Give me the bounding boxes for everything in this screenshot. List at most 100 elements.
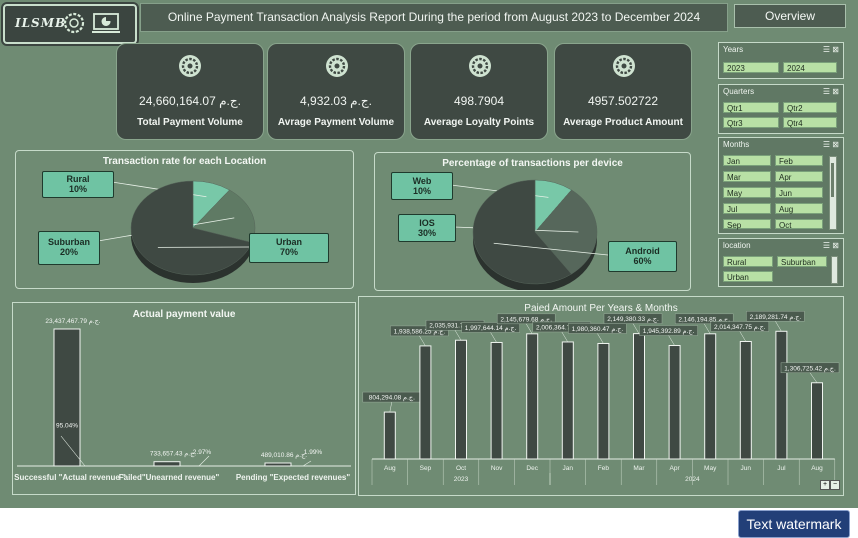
callout-category: Urban	[275, 237, 302, 247]
slicer-item-may[interactable]: May	[723, 187, 771, 198]
bar-label-box	[603, 313, 663, 324]
chart-title: Transaction rate for each Location	[102, 156, 267, 167]
bar[interactable]	[704, 333, 717, 460]
month-tick-label: Mar	[633, 465, 645, 472]
bar-label-box	[461, 322, 520, 333]
slicer-item-urban[interactable]: Urban	[723, 271, 773, 282]
month-tick-label: Jan	[563, 465, 574, 472]
year-group-label: 2023	[454, 476, 469, 483]
bar[interactable]	[490, 341, 503, 460]
month-tick-label: Dec	[526, 465, 538, 472]
month-tick-label: Apr	[670, 465, 681, 472]
slicer-item-2023[interactable]: 2023	[723, 62, 779, 73]
slicer-scrollbar[interactable]	[831, 256, 838, 284]
bar[interactable]	[264, 462, 292, 467]
filter-clear-icon[interactable]: ☰ ⊠	[822, 241, 839, 250]
bar[interactable]	[633, 333, 645, 460]
kpi-card-product-amount: 4957.502722 Average Product Amount	[554, 43, 692, 140]
monthly-payment-panel: Paied Amount Per Years & Months 804,294.…	[358, 296, 844, 496]
filter-clear-icon[interactable]: ☰ ⊠	[822, 87, 839, 96]
month-tick-label: Jun	[741, 465, 752, 472]
report-title: Online Payment Transaction Analysis Repo…	[140, 3, 728, 32]
leader-line	[775, 321, 782, 332]
callout-suburban: Suburban 20%	[38, 231, 100, 265]
month-tick-label: Aug	[384, 465, 396, 472]
callout-percent: 60%	[633, 256, 652, 266]
bar[interactable]	[526, 333, 539, 460]
callout-urban: Urban 70%	[249, 233, 329, 263]
bar[interactable]	[597, 342, 610, 460]
monthly-payment-chart: 804,294.08 ج.م. Aug 1,938,586.25 ج.م. Sep 2,…	[362, 311, 840, 485]
gear-icon[interactable]	[63, 12, 85, 34]
callout-rural: Rural 10%	[42, 171, 114, 198]
slicer-item-qtr4[interactable]: Qtr4	[783, 117, 837, 128]
bar-value-label: 23,437,467.79 ج.م.	[45, 318, 100, 325]
bar-value-label: 2,006,364.76 ج.م.	[536, 324, 588, 331]
callout-percent: 10%	[412, 186, 431, 196]
month-tick-label: Oct	[456, 465, 466, 472]
bar-value-label: 804,294.08 ج.م.	[369, 395, 415, 402]
actual-payment-panel: Actual payment value 23,437,467.79 ج.م. 9…	[12, 302, 356, 495]
callout-percent: 10%	[68, 184, 87, 194]
percent-label: 1.99%	[304, 449, 323, 456]
slicer-item-rural[interactable]: Rural	[723, 256, 773, 267]
slicer-item-qtr2[interactable]: Qtr2	[783, 102, 837, 113]
bar[interactable]	[775, 330, 788, 460]
actual-payment-chart: 23,437,467.79 ج.م. 95.04% Successful "Actu…	[14, 318, 351, 482]
slicer-item-apr[interactable]: Apr	[775, 171, 823, 182]
bar[interactable]	[668, 345, 681, 460]
callout-category: Rural	[66, 174, 90, 184]
bar-value-label: 489,010.86 ج.م.	[261, 452, 307, 459]
pie-slice-android[interactable]	[472, 179, 572, 285]
device-pie-chart	[450, 179, 609, 290]
bar-value-label: 1,980,360.47 ج.م.	[572, 326, 624, 333]
years-slicer: Years ☰ ⊠ 2023 2024	[718, 42, 844, 79]
slicer-item-oct[interactable]: Oct	[775, 219, 823, 230]
bar[interactable]	[383, 411, 396, 460]
filter-clear-icon[interactable]: ☰ ⊠	[822, 45, 839, 54]
slicer-item-qtr3[interactable]: Qtr3	[723, 117, 779, 128]
slicer-scrollbar[interactable]	[829, 156, 837, 230]
bar[interactable]	[153, 461, 181, 467]
overview-button[interactable]: Overview	[734, 4, 846, 28]
callout-category: Android	[625, 246, 660, 256]
bar[interactable]	[561, 341, 574, 460]
bar[interactable]	[739, 340, 752, 460]
slicer-item-jan[interactable]: Jan	[723, 155, 771, 166]
gear-icon	[469, 55, 491, 77]
month-tick-label: Sep	[420, 465, 432, 472]
expand-button[interactable]: +	[820, 480, 830, 490]
leader-line	[454, 330, 462, 341]
slicer-item-mar[interactable]: Mar	[723, 171, 771, 182]
slicer-item-suburban[interactable]: Suburban	[777, 256, 827, 267]
slicer-item-feb[interactable]: Feb	[775, 155, 823, 166]
callout-ios: IOS 30%	[398, 214, 456, 242]
slicer-item-sep[interactable]: Sep	[723, 219, 771, 230]
collapse-button[interactable]: −	[830, 480, 840, 490]
bar[interactable]	[53, 328, 81, 467]
bar[interactable]	[811, 382, 823, 460]
leader-line	[490, 332, 497, 343]
slicer-item-jun[interactable]: Jun	[775, 187, 823, 198]
bar[interactable]	[455, 339, 467, 460]
device-pie-panel: Percentage of transactions per device We…	[374, 152, 691, 291]
bar-value-label: 2,149,380.33 ج.م.	[607, 316, 659, 323]
pie-slice-urban[interactable]	[130, 180, 253, 276]
slicer-item-aug[interactable]: Aug	[775, 203, 823, 214]
leader-line	[668, 335, 675, 346]
kpi-label: Avrage Payment Volume	[277, 117, 395, 128]
text-watermark-button[interactable]: Text watermark	[738, 510, 850, 538]
slicer-item-2024[interactable]: 2024	[783, 62, 837, 73]
kpi-value: 498.7904	[453, 94, 505, 108]
pie-slice-ios[interactable]	[534, 189, 598, 275]
slicer-item-jul[interactable]: Jul	[723, 203, 771, 214]
dashboard-icon[interactable]	[91, 12, 121, 34]
gear-icon	[179, 55, 201, 77]
kpi-card-average-payment: 4,932.03 ج.م. Avrage Payment Volume	[267, 43, 405, 140]
slicer-item-qtr1[interactable]: Qtr1	[723, 102, 779, 113]
leader-line	[561, 331, 569, 343]
filter-clear-icon[interactable]: ☰ ⊠	[822, 140, 839, 149]
slicer-title: Months	[723, 140, 750, 149]
percent-label: 95.04%	[56, 423, 78, 430]
bar[interactable]	[419, 345, 432, 460]
